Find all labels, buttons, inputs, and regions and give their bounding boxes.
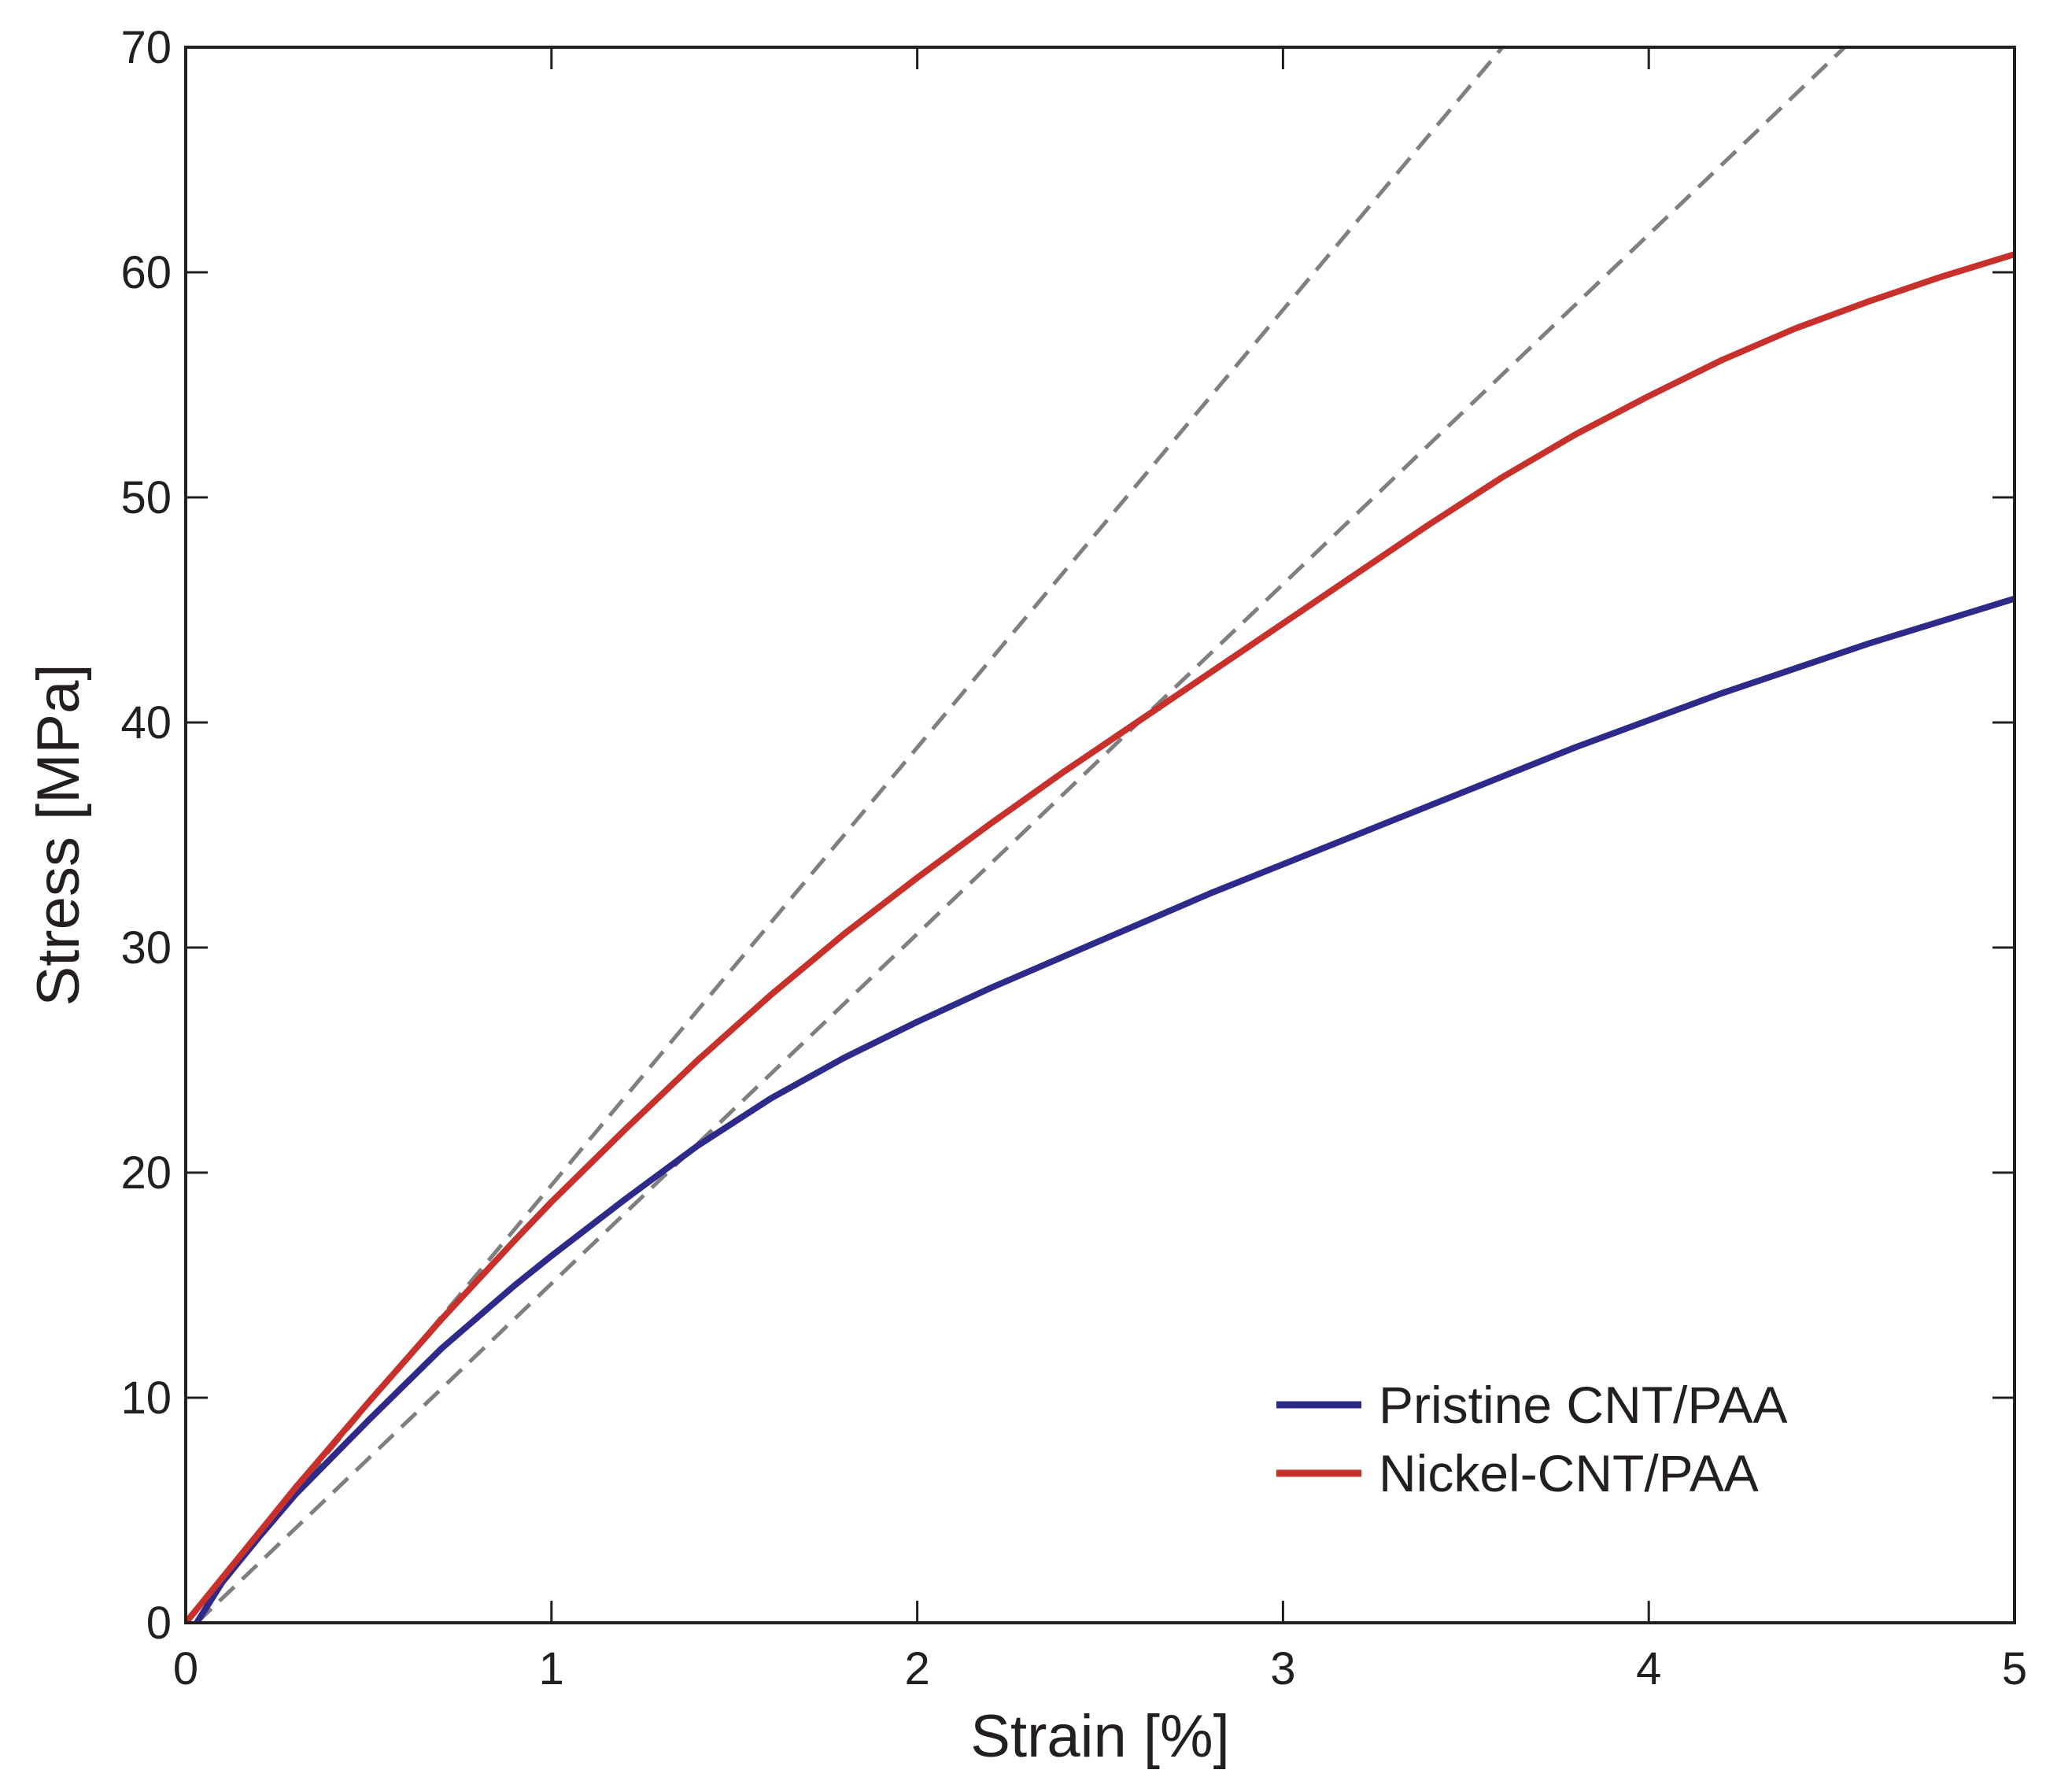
series-line-nickel-cnt-paa bbox=[186, 251, 2015, 1623]
x-axis-title: Strain [%] bbox=[970, 1703, 1229, 1770]
y-tick-label: 0 bbox=[146, 1598, 172, 1649]
series-line-linear-fit-pristine-cnt-paa bbox=[195, 47, 1848, 1623]
y-axis-title: Stress [MPa] bbox=[25, 664, 92, 1007]
legend-label-pristine: Pristine CNT/PAA bbox=[1379, 1376, 1788, 1434]
y-tick-label: 50 bbox=[120, 472, 172, 523]
series-line-pristine-cnt-paa bbox=[193, 595, 2015, 1623]
x-tick-label: 0 bbox=[173, 1643, 198, 1694]
series-line-linear-fit-nickel-cnt-paa bbox=[186, 47, 1505, 1623]
y-tick-label: 10 bbox=[120, 1373, 172, 1424]
legend: Pristine CNT/PAA Nickel-CNT/PAA bbox=[1276, 1376, 1788, 1502]
x-tick-label: 2 bbox=[904, 1643, 929, 1694]
y-tick-label: 30 bbox=[120, 922, 172, 974]
y-tick-label: 40 bbox=[120, 697, 172, 748]
plot-frame bbox=[184, 46, 2016, 1624]
y-tick-label: 70 bbox=[120, 22, 172, 73]
x-tick-label: 3 bbox=[1270, 1643, 1295, 1694]
y-tick-label: 60 bbox=[120, 247, 172, 298]
x-tick-label: 5 bbox=[2002, 1643, 2027, 1694]
series-layer bbox=[186, 47, 2015, 1623]
x-tick-label: 1 bbox=[539, 1643, 564, 1694]
y-tick-label: 20 bbox=[120, 1147, 172, 1199]
x-tick-label: 4 bbox=[1636, 1643, 1661, 1694]
legend-label-nickel: Nickel-CNT/PAA bbox=[1379, 1444, 1759, 1502]
